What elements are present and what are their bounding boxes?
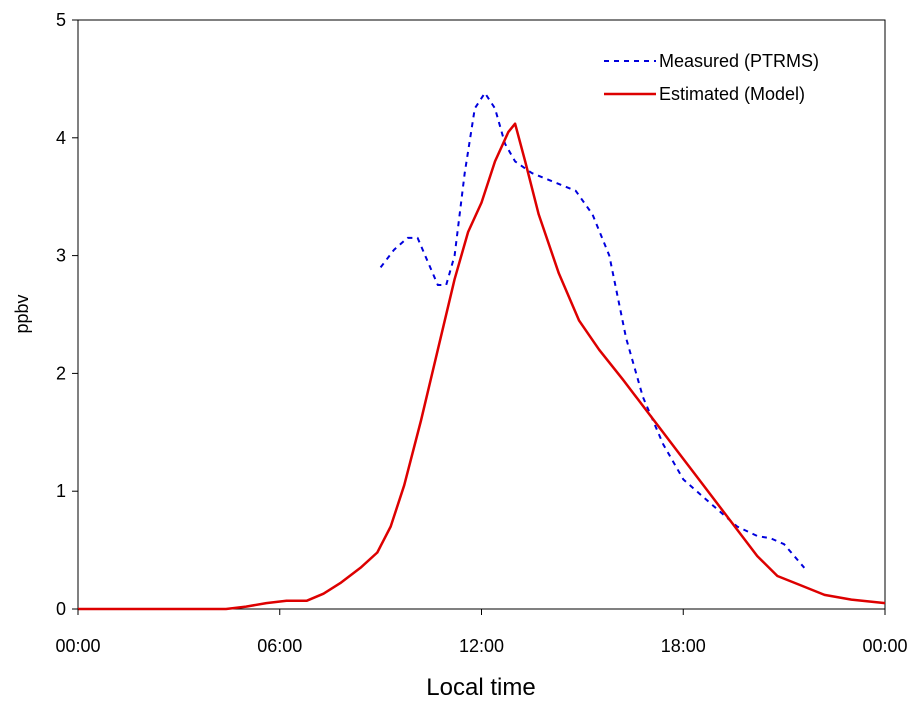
x-axis-title: Local time xyxy=(426,674,535,701)
x-tick-label: 00:00 xyxy=(862,636,907,656)
series-layer xyxy=(78,92,886,611)
x-tick-label: 12:00 xyxy=(459,636,504,656)
x-tick-label: 06:00 xyxy=(257,636,302,656)
y-axis-title: ppbv xyxy=(12,294,32,333)
legend: Measured (PTRMS) Estimated (Model) xyxy=(604,51,819,104)
x-tick-label: 18:00 xyxy=(661,636,706,656)
plot-area xyxy=(77,19,886,610)
y-tick-label: 0 xyxy=(56,599,66,619)
x-tick-label: 00:00 xyxy=(55,636,100,656)
y-tick-label: 2 xyxy=(56,363,66,383)
legend-label-estimated: Estimated (Model) xyxy=(659,84,805,104)
y-tick-label: 3 xyxy=(56,246,66,266)
ticks-layer: 00:00 06:00 12:00 18:00 00:00 0 1 2 3 4 5 xyxy=(55,10,907,656)
y-tick-label: 1 xyxy=(56,481,66,501)
legend-label-measured: Measured (PTRMS) xyxy=(659,51,819,71)
y-tick-label: 4 xyxy=(56,128,66,148)
y-tick-label: 5 xyxy=(56,10,66,30)
series-line-estimated xyxy=(78,122,886,611)
